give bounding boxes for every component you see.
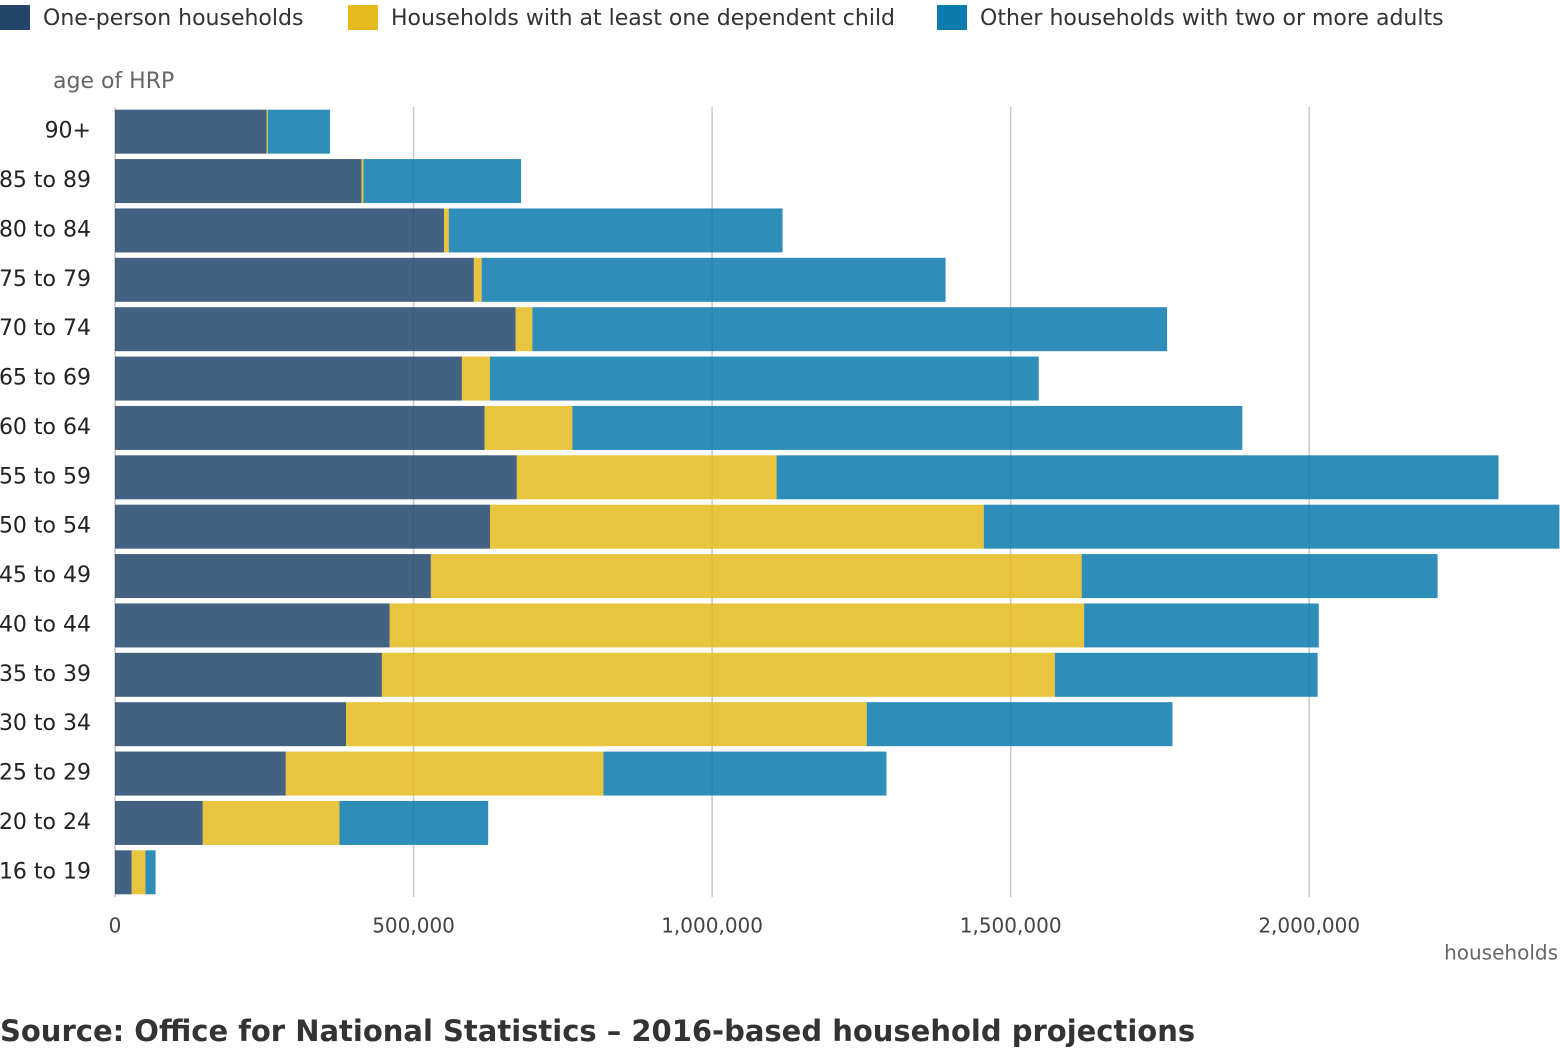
bar (430, 554, 1082, 599)
y-tick-label: 60 to 64 (0, 415, 91, 440)
bar (983, 504, 1560, 549)
bar (381, 652, 1055, 697)
bar (1081, 554, 1438, 599)
y-tick-label: 40 to 44 (0, 612, 91, 637)
bar (1084, 603, 1319, 648)
x-axis-label: households (1444, 941, 1558, 965)
bar (515, 307, 533, 352)
bar (115, 554, 431, 599)
bar (448, 208, 783, 253)
x-tick-label: 1,500,000 (960, 914, 1062, 938)
legend-label: One-person households (43, 6, 303, 31)
bar (115, 307, 516, 352)
legend-swatch (0, 5, 30, 30)
bar (516, 455, 777, 500)
bar (532, 307, 1168, 352)
bar (115, 603, 390, 648)
x-tick-label: 1,000,000 (661, 914, 763, 938)
source: Source: Office for National Statistics –… (0, 1014, 1195, 1048)
bar (776, 455, 1499, 500)
bar (115, 405, 485, 450)
y-tick-label: 85 to 89 (0, 168, 91, 193)
bar (603, 751, 887, 796)
y-tick-label: 20 to 24 (0, 810, 91, 835)
y-tick-label: 30 to 34 (0, 711, 91, 736)
y-tick-label: 80 to 84 (0, 217, 91, 242)
bar (473, 257, 482, 302)
bar (267, 109, 330, 154)
x-tick-label: 2,000,000 (1258, 914, 1360, 938)
y-tick-label: 75 to 79 (0, 267, 91, 292)
bar (361, 159, 364, 204)
legend-swatch (937, 5, 967, 30)
bar (285, 751, 604, 796)
bar (1054, 652, 1318, 697)
bar (115, 751, 286, 796)
y-tick-label: 65 to 69 (0, 366, 91, 391)
bar (145, 850, 156, 895)
y-tick-label: 45 to 49 (0, 563, 91, 588)
bar (115, 208, 445, 253)
x-tick-label: 500,000 (372, 914, 455, 938)
legend-label: Households with at least one dependent c… (391, 6, 895, 31)
y-tick-label: 16 to 19 (0, 859, 91, 884)
bar (115, 356, 462, 401)
bar (481, 257, 946, 302)
x-tick-label: 0 (109, 914, 122, 938)
bar (444, 208, 449, 253)
bar (866, 702, 1173, 747)
bar (115, 850, 132, 895)
bar (363, 159, 522, 204)
y-tick-label: 35 to 39 (0, 662, 91, 687)
bar (389, 603, 1085, 648)
bar (115, 702, 347, 747)
legend-label: Other households with two or more adults (980, 6, 1444, 31)
bar (489, 356, 1039, 401)
bar (115, 159, 362, 204)
bar (572, 405, 1243, 450)
bar (115, 109, 267, 154)
y-tick-label: 70 to 74 (0, 316, 91, 341)
bar (484, 405, 573, 450)
y-tick-label: 90+ (45, 119, 91, 144)
bar (115, 652, 382, 697)
y-tick-label: 55 to 59 (0, 464, 91, 489)
bar (115, 800, 203, 845)
y-tick-label: 25 to 29 (0, 761, 91, 786)
bar (115, 455, 517, 500)
bar (461, 356, 490, 401)
bar (115, 504, 490, 549)
bar (346, 702, 867, 747)
legend-swatch (348, 5, 378, 30)
bar (131, 850, 146, 895)
y-tick-label: 50 to 54 (0, 514, 91, 539)
bar (489, 504, 984, 549)
bar (202, 800, 340, 845)
bar (339, 800, 489, 845)
bar (266, 109, 268, 154)
bar (115, 257, 474, 302)
y-axis-label: age of HRP (53, 69, 174, 94)
